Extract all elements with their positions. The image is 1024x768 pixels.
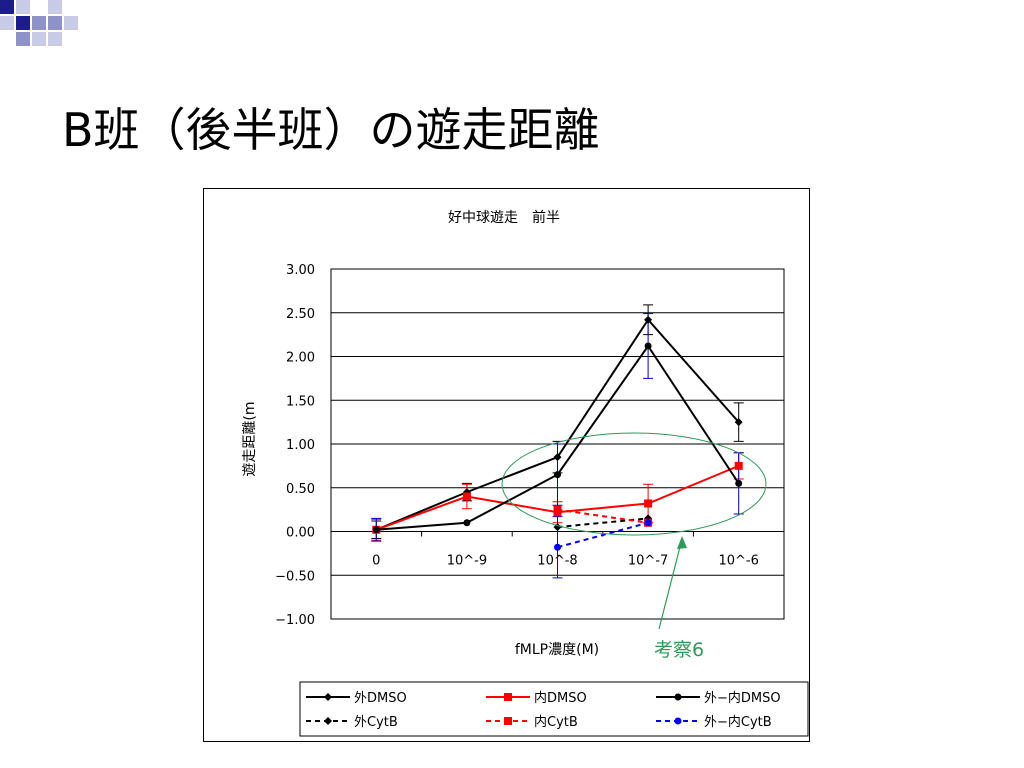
chart-frame: 好中球遊走 前半 3.00 2.50 2.00 1.50 1.00 0.50 0.00 −0.… [203,188,810,742]
y-axis-label: 遊走距離(m [241,401,258,476]
data-point [644,315,653,324]
x-axis-label: fMLP濃度(M) [515,642,599,658]
data-point [504,693,512,701]
data-point [674,717,682,725]
data-point [463,519,471,527]
data-point [734,461,743,470]
y-tick-label: 2.50 [286,307,315,322]
series-line [557,521,649,549]
data-point [644,499,653,508]
plot-layer: 3.00 2.50 2.00 1.50 1.00 0.50 0.00 −0.50 −1.00 0 1… [275,263,785,628]
legend-box [299,681,809,737]
data-point [554,471,561,479]
series-line [557,508,649,524]
data-point [324,693,332,701]
data-point [372,526,380,534]
legend-label: 内CytB [534,714,578,730]
data-point [644,519,652,527]
series-line [557,517,649,529]
y-tick-label: −1.00 [275,613,315,628]
legend-label: 外−内DMSO [704,690,781,706]
x-tick-label: 10^-9 [447,554,487,569]
x-tick-label: 0 [372,554,380,569]
data-point [554,543,561,551]
chart: 好中球遊走 前半 3.00 2.50 2.00 1.50 1.00 0.50 0.00 −0.… [241,209,809,737]
data-point [324,717,332,725]
legend-label: 外CytB [354,715,398,730]
y-tick-label: −0.50 [275,569,315,584]
plot-area-border [330,268,785,620]
annotation-arrow [658,538,683,630]
y-tick-label: 1.50 [286,394,315,409]
y-tick-label: 0.00 [286,526,315,541]
slide-title: B班（後半班）の遊走距離 [62,103,600,157]
legend-label: 内DMSO [534,690,587,706]
x-tick-label: 10^-7 [628,554,668,569]
legend: 外DMSO 内DMSO 外−内DMSO 外CytB 内CytB 外−内CytB [299,681,809,737]
data-point [644,342,652,350]
annotation-label: 考察6 [654,639,704,661]
data-point [735,479,743,487]
annotation-layer [501,432,767,630]
y-tick-label: 0.50 [286,482,315,497]
data-point [553,505,562,514]
x-tick-label: 10^-6 [718,554,758,569]
slide-decoration [0,0,78,46]
data-point [674,693,682,701]
chart-title: 好中球遊走 前半 [448,209,560,226]
y-tick-label: 2.00 [286,351,315,366]
y-tick-label: 3.00 [286,263,315,278]
data-point [734,418,743,427]
legend-label: 外DMSO [354,691,407,706]
data-point [504,717,512,725]
data-point [553,453,562,462]
annotation-ellipse [501,432,767,536]
y-tick-label: 1.00 [286,438,315,453]
data-point [462,492,471,501]
annotation-arrowhead [677,536,687,549]
legend-label: 外−内CytB [704,714,772,730]
